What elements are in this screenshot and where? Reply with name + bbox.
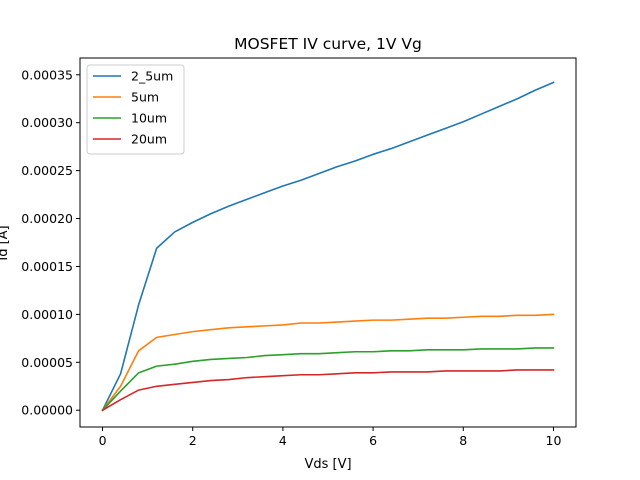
legend-label: 20um: [131, 132, 167, 147]
x-tick-label: 6: [369, 433, 377, 448]
legend-label: 10um: [131, 111, 167, 126]
y-tick-label: 0.00035: [21, 67, 73, 82]
y-tick-label: 0.00005: [21, 355, 73, 370]
series-line-10um: [101, 347, 555, 412]
x-tick-label: 8: [459, 433, 467, 448]
y-tick-label: 0.00030: [21, 115, 73, 130]
series-line-20um: [101, 369, 555, 412]
x-tick-label: 0: [99, 433, 107, 448]
y-tick-label: 0.00025: [21, 163, 73, 178]
x-tick-label: 2: [189, 433, 197, 448]
legend: 2_5um 5um 10um 20um: [86, 64, 185, 155]
chart-title: MOSFET IV curve, 1V Vg: [234, 35, 422, 53]
x-axis-label: Vds [V]: [304, 457, 351, 472]
y-tick-label: 0.00015: [21, 259, 73, 274]
series-line-5um: [101, 313, 555, 412]
legend-label: 2_5um: [131, 69, 173, 84]
y-axis-label: Id [A]: [0, 225, 11, 260]
x-tick-label: 10: [546, 433, 562, 448]
legend-box: [86, 64, 185, 155]
axes-border: [79, 57, 577, 428]
y-axis: 0.00000 0.00005 0.00010 0.00015 0.00020 0.000…: [21, 67, 80, 418]
y-tick-label: 0.00000: [21, 403, 73, 418]
series-layer: [101, 81, 555, 412]
y-tick-label: 0.00020: [21, 211, 73, 226]
legend-label: 5um: [131, 90, 159, 105]
x-tick-label: 4: [279, 433, 287, 448]
y-tick-label: 0.00010: [21, 307, 73, 322]
series-line-2_5um: [101, 81, 555, 412]
x-axis: 0 2 4 6 8 10: [99, 427, 562, 448]
